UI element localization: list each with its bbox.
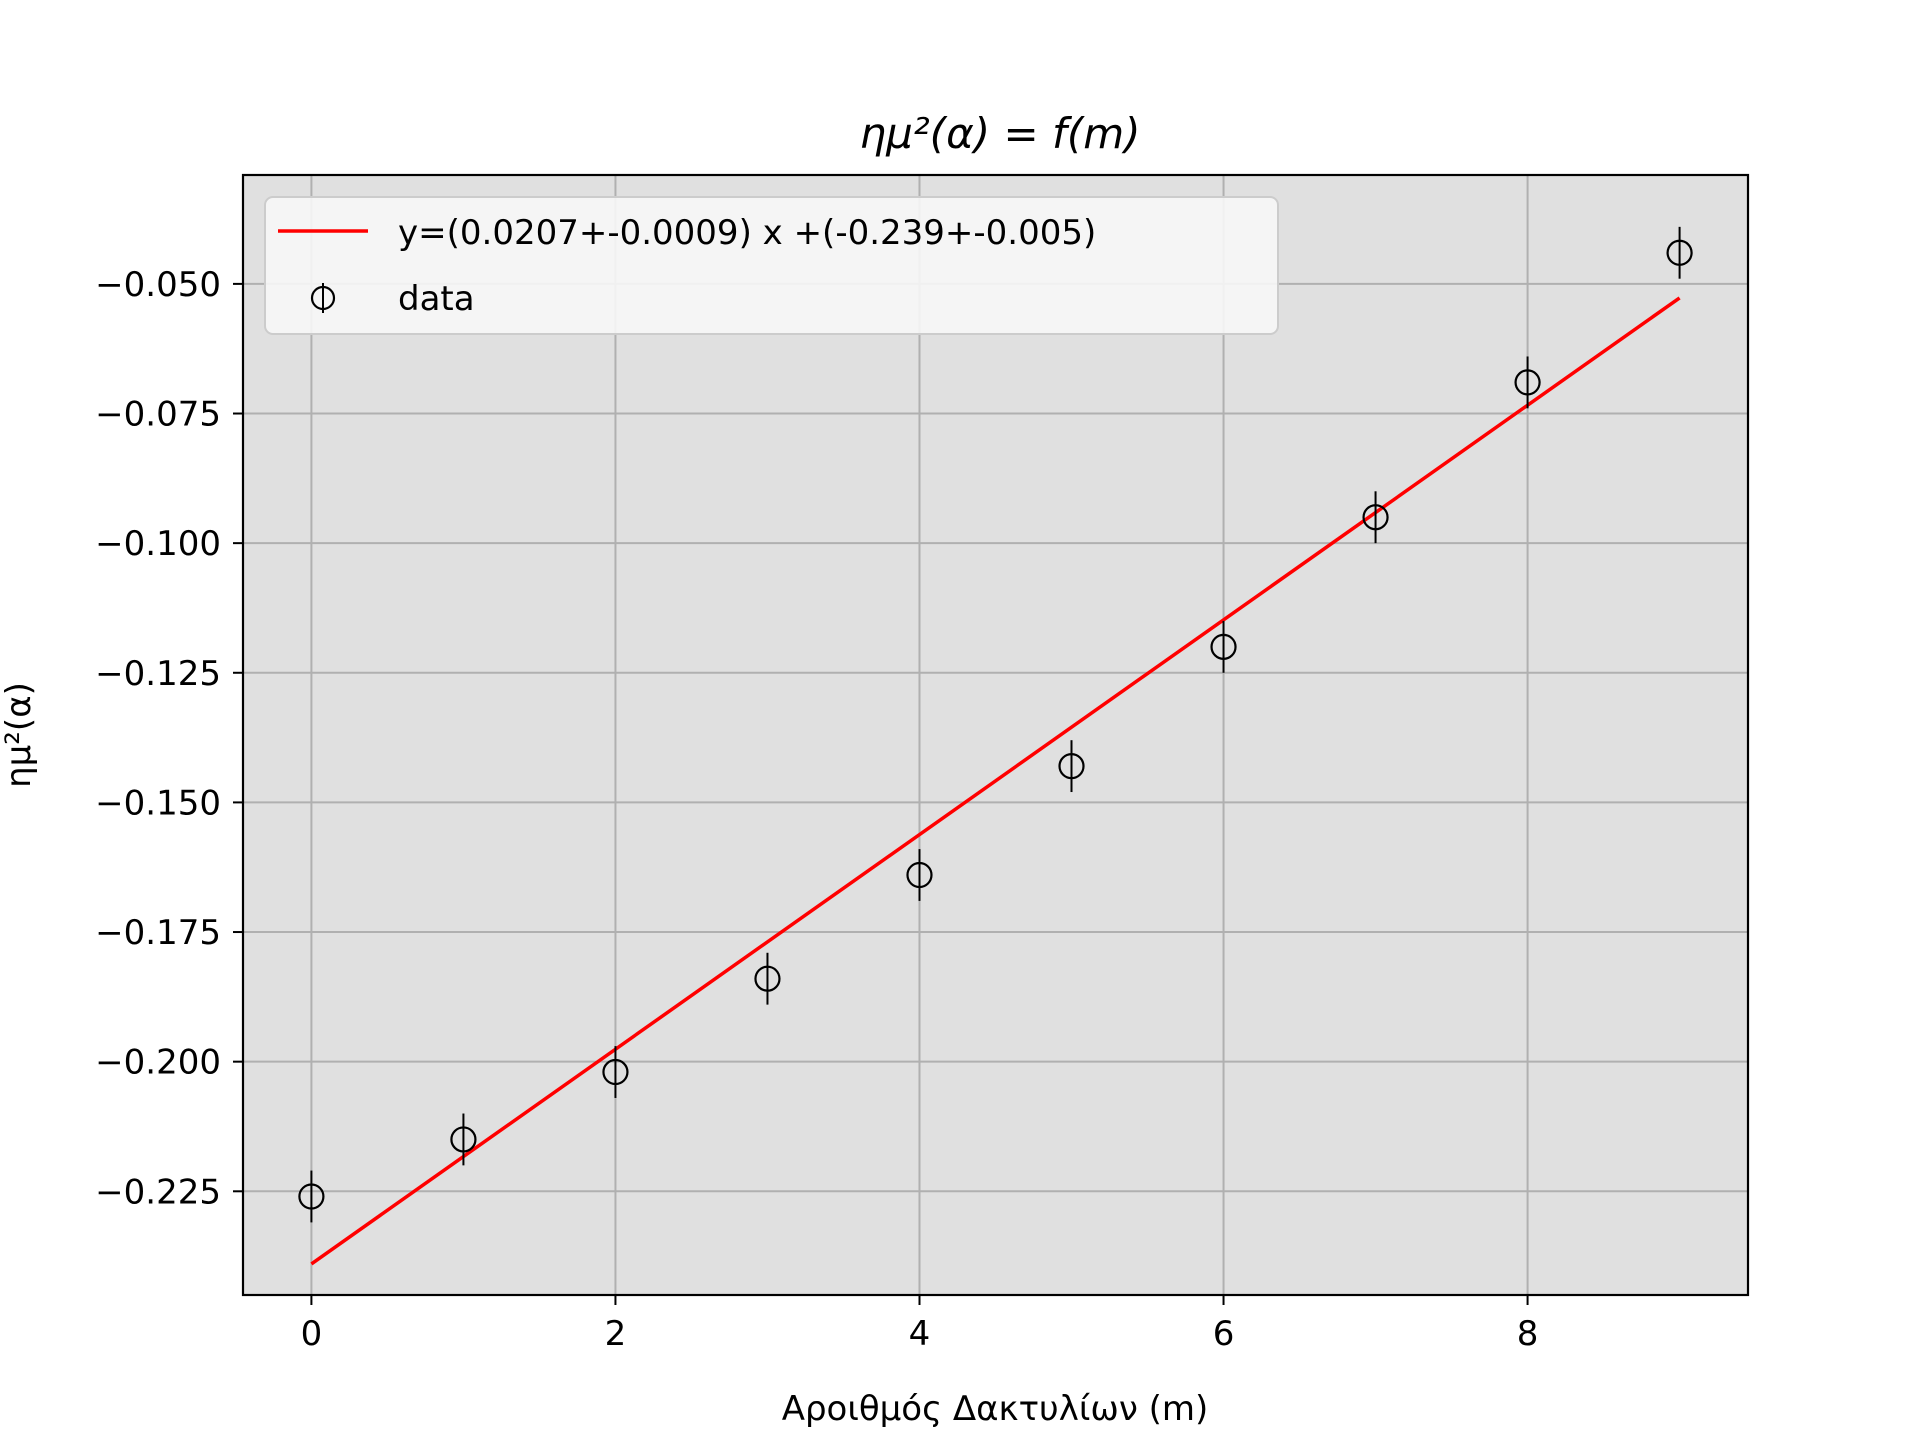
fit-line-layer (310, 296, 1681, 1266)
fit-line (310, 296, 1681, 1266)
data-point (298, 1183, 325, 1210)
y-tick-label: −0.050 (95, 265, 221, 305)
y-tick-label: −0.150 (95, 783, 221, 823)
chart-title: ημ²(α) = f(m) (860, 109, 1141, 158)
data-points-layer (298, 226, 1693, 1223)
data-point (906, 861, 933, 889)
legend-marker-swatch (310, 285, 336, 311)
y-axis-label: ημ²(α) (0, 682, 39, 788)
x-axis-label: Αροιθμός Δακτυλίων (m) (782, 1389, 1209, 1429)
data-point (754, 965, 781, 992)
data-point (1514, 369, 1541, 396)
y-tick-label: −0.100 (95, 524, 221, 564)
x-tick-label: 0 (301, 1314, 323, 1354)
legend-label-fit: y=(0.0207+-0.0009) x +(-0.239+-0.005) (398, 213, 1096, 253)
y-tick-label: −0.175 (95, 913, 221, 953)
ticks: 0 2 4 6 8 −0.050 −0.075 −0.100 −0.125 −0.150 −0.17… (95, 265, 1538, 1354)
data-point (450, 1126, 477, 1153)
plot-frame (241, 173, 1750, 1297)
legend-label-data: data (398, 279, 475, 319)
plot-area (243, 175, 1748, 1295)
data-point (1666, 239, 1693, 266)
x-tick-label: 8 (1517, 1314, 1539, 1354)
y-tick-label: −0.200 (95, 1043, 221, 1083)
data-point (1362, 504, 1389, 531)
x-tick-label: 6 (1213, 1314, 1235, 1354)
data-point (1210, 633, 1237, 660)
x-tick-label: 2 (605, 1314, 627, 1354)
legend-box (264, 196, 1279, 335)
data-point (602, 1058, 629, 1086)
data-point (1058, 753, 1085, 780)
y-tick-label: −0.225 (95, 1172, 221, 1212)
y-tick-label: −0.125 (95, 654, 221, 694)
x-tick-label: 4 (909, 1314, 931, 1354)
legend: y=(0.0207+-0.0009) x +(-0.239+-0.005) da… (264, 196, 1279, 335)
y-tick-label: −0.075 (95, 395, 221, 435)
